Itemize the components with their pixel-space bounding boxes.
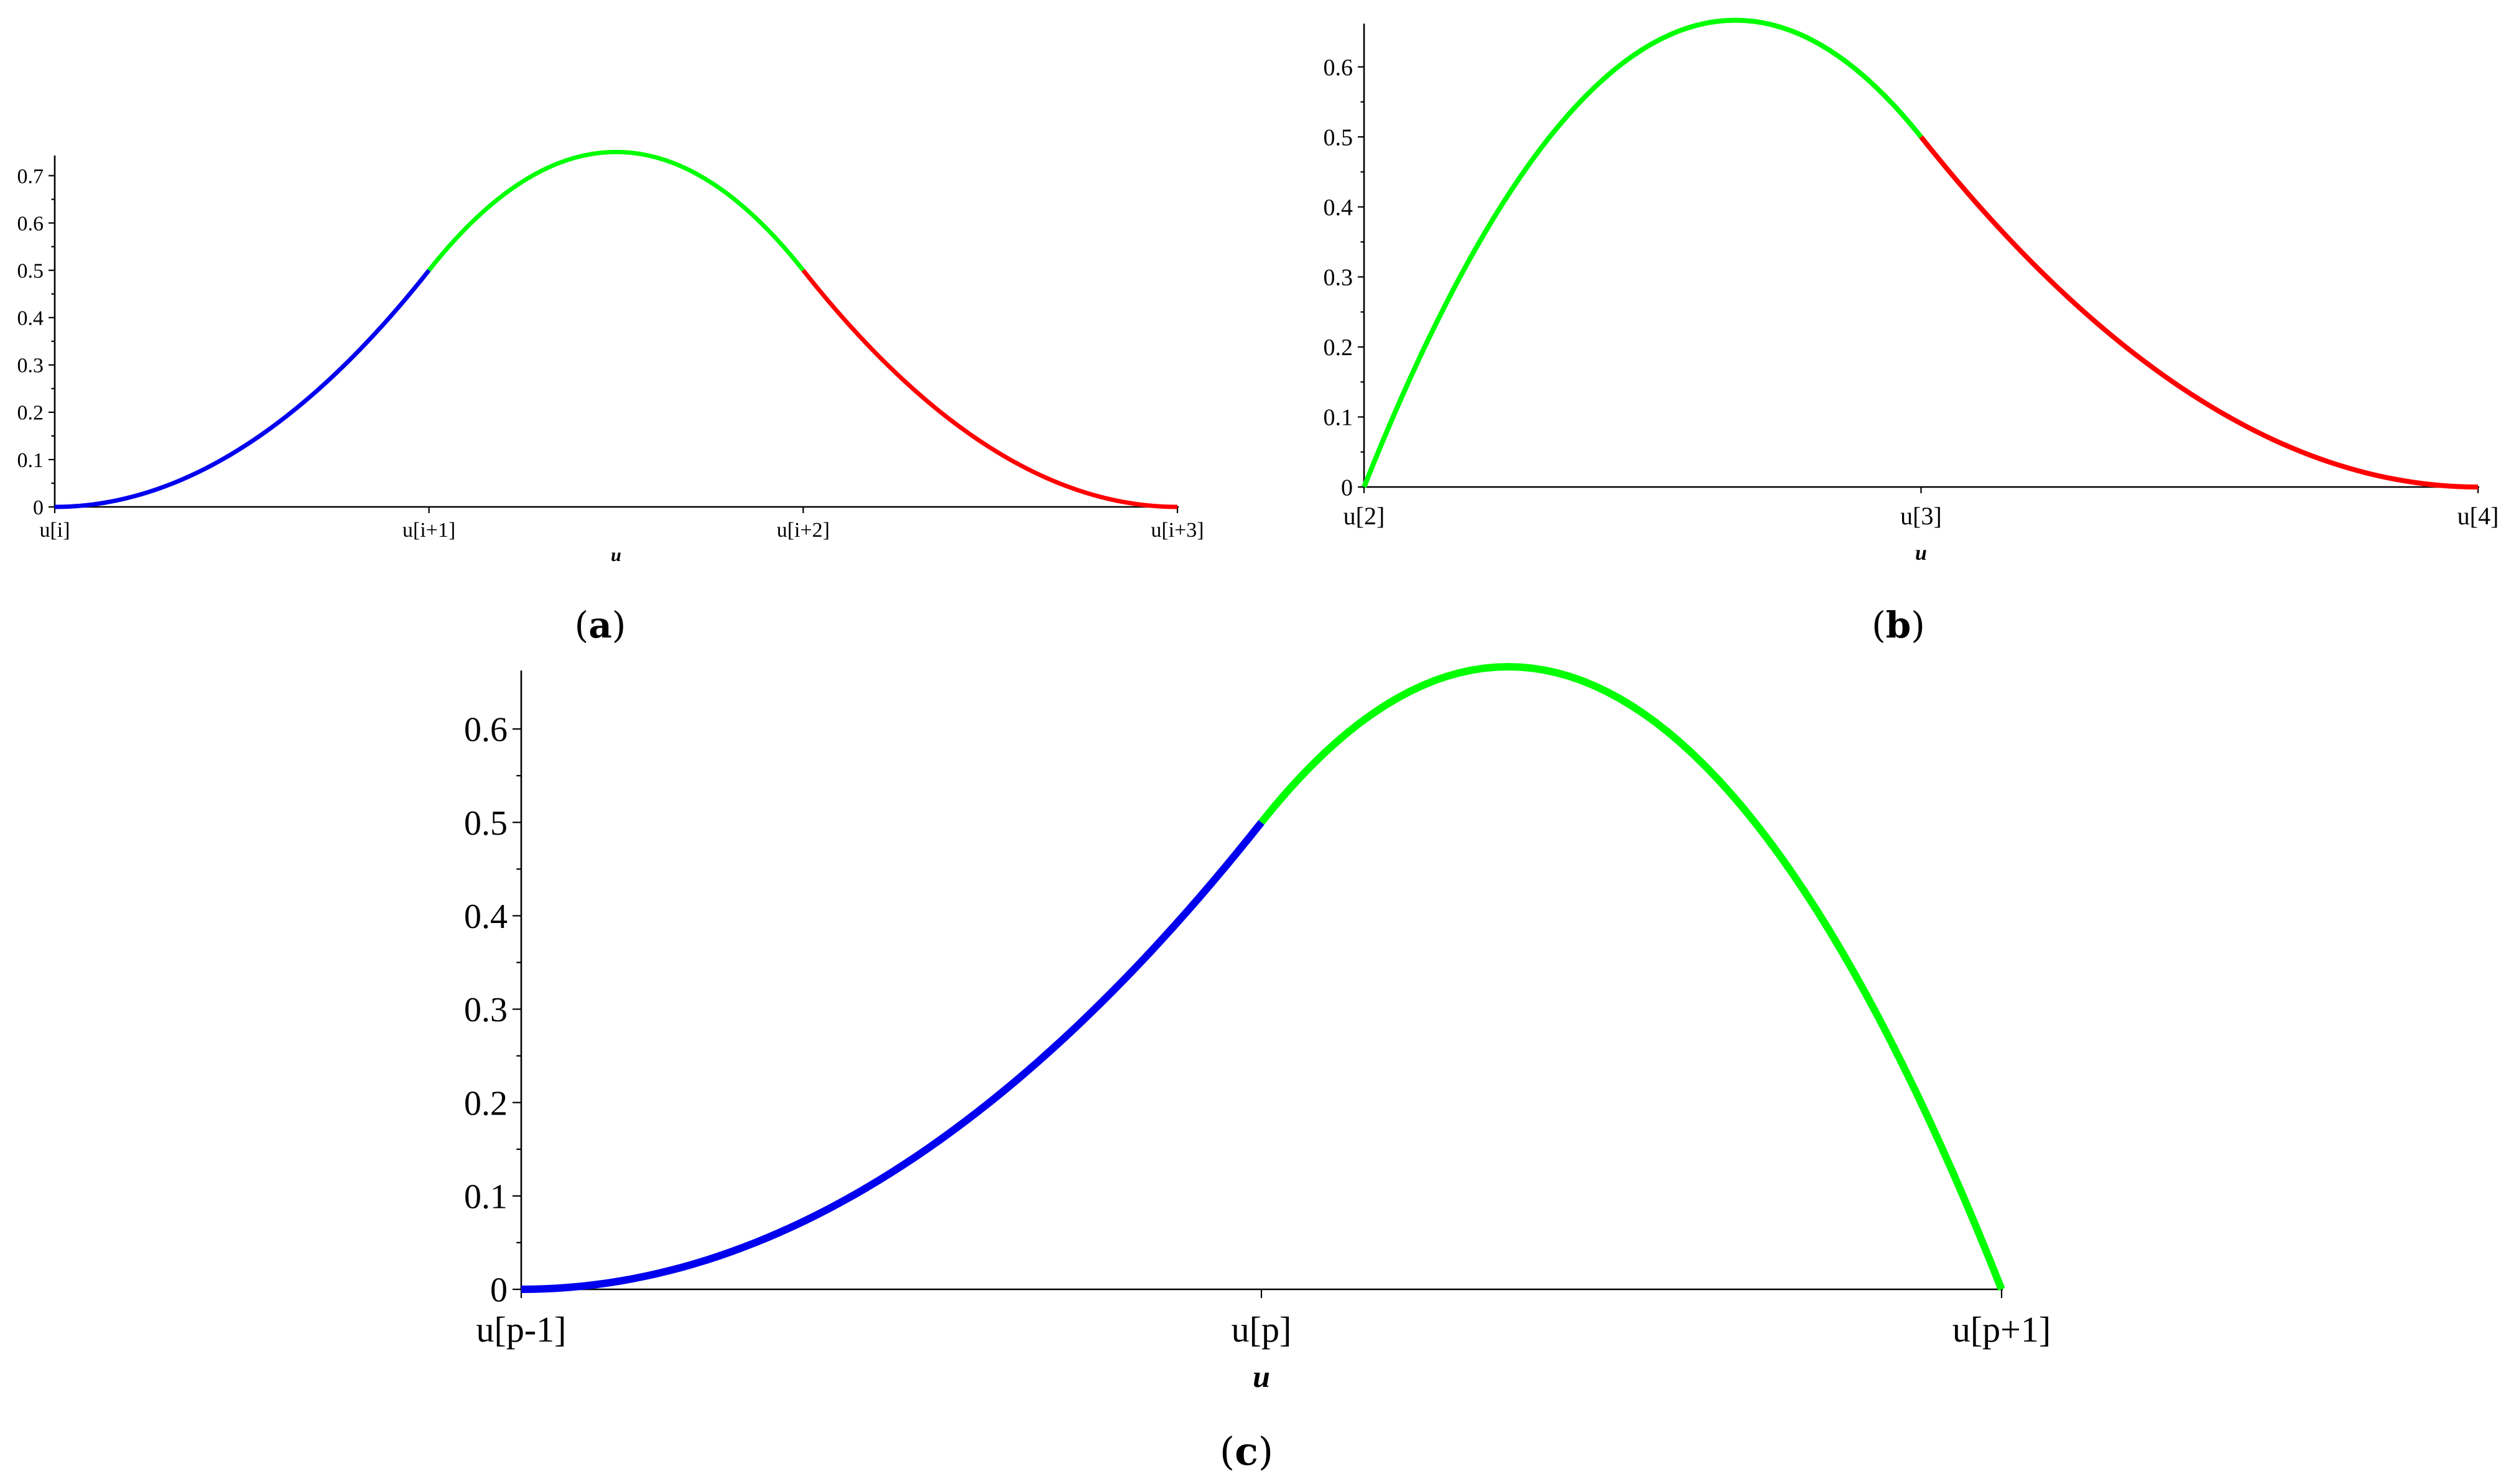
x-tick-label: u[p+1] [1952,1309,2051,1350]
y-tick-label: 0 [33,496,44,519]
y-tick-label: 0.3 [17,355,44,378]
series-line-1 [54,269,431,509]
y-tick-label: 0.5 [17,259,44,282]
panel-letter: a [588,604,612,646]
x-tick-label: u[i+2] [777,519,830,542]
y-tick-label: 0.6 [1324,55,1353,81]
x-tick-label: u[3] [1900,502,1942,530]
y-tick-label: 0.6 [17,212,44,235]
x-axis-label: u [1253,1359,1270,1394]
x-tick-label: u[i+3] [1151,519,1204,542]
y-tick-label: 0.2 [17,402,44,425]
series-line-1 [521,820,1265,1293]
chart-panel-a: 0 0.1 0.2 0.3 0.4 0.5 0.6 0.7 u[i] u[i+1] u[i+2] u[… [17,149,1204,646]
y-tick-label: 0.5 [1324,124,1353,151]
panel-letter: c [1235,1429,1258,1474]
y-tick-label: 0.2 [464,1084,508,1123]
panel-letter: b [1886,604,1911,646]
chart-panel-b: 0 0.1 0.2 0.3 0.4 0.5 0.6 u[2] u[3] u[4] u (b) [1324,17,2499,646]
series-line-2 [1258,662,2005,1291]
y-tick-label: 0.3 [464,991,508,1029]
panel-caption: (a) [575,604,626,646]
y-tick-label: 0.1 [1324,405,1353,431]
y-tick-label: 0.6 [464,711,508,749]
chart-panel-c: 0 0.1 0.2 0.3 0.4 0.5 0.6 u[p-1] u[p] u[p+1] u (c) [464,662,2051,1474]
y-tick-label: 0.4 [464,897,508,936]
y-tick-label: 0.7 [17,165,44,188]
y-tick-label: 0.1 [464,1177,508,1216]
panel-caption: (b) [1872,604,1925,646]
series-line-1 [1362,17,1923,488]
y-tick-label: 0.2 [1324,335,1353,361]
y-tick-label: 0.3 [1324,265,1353,291]
panel-caption: (c) [1220,1429,1273,1474]
x-tick-label: u[i+1] [402,519,455,542]
series-line-3 [801,269,1178,509]
y-tick-label: 0 [1341,475,1353,501]
series-line-2 [1919,135,2479,489]
x-tick-label: u[4] [2458,502,2499,530]
y-tick-label: 0.1 [17,449,44,472]
x-tick-label: u[i] [39,519,70,542]
y-tick-label: 0.4 [17,307,44,330]
y-tick-label: 0.4 [1324,195,1353,221]
x-axis-label: u [611,545,621,565]
x-tick-label: u[2] [1344,502,1385,530]
x-tick-label: u[p] [1232,1309,1292,1350]
x-axis-label: u [1915,542,1927,565]
y-tick-label: 0.5 [464,804,508,843]
x-tick-label: u[p-1] [476,1309,567,1350]
series-line-2 [427,149,805,272]
y-tick-label: 0 [490,1271,508,1310]
